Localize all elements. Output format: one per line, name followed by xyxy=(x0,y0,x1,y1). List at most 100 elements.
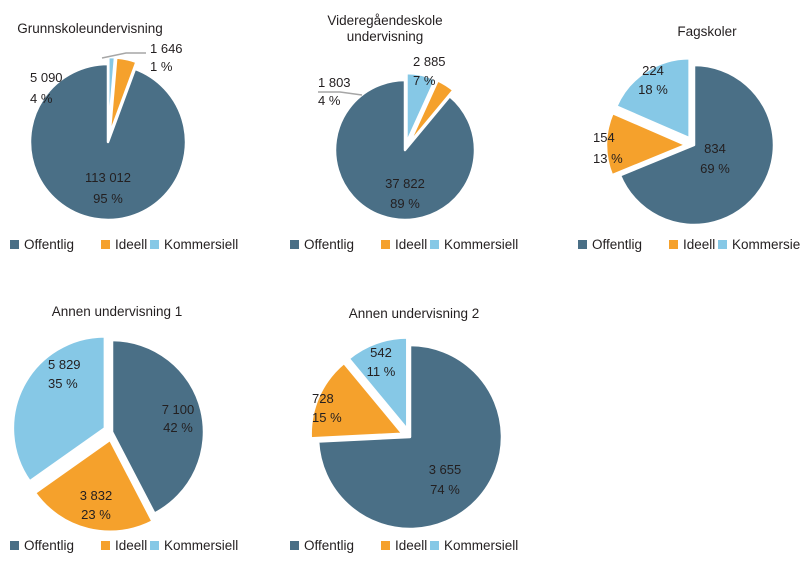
pie-slice-ideell xyxy=(309,361,404,440)
legend-label-kommersiell: Kommersiell xyxy=(164,237,238,252)
pie-slices xyxy=(309,336,504,531)
pie-chart-4: Annen undervisning 1 7 100 42 % 3 832 23 % 5 … xyxy=(10,304,238,553)
legend-swatch-ideell xyxy=(381,240,390,249)
legend-swatch-kommersiell xyxy=(430,240,439,249)
legend-swatch-ideell xyxy=(381,541,390,550)
leader-line xyxy=(101,52,146,59)
chart-title-line: Annen undervisning 1 xyxy=(52,304,183,319)
legend-label-ideell: Ideell xyxy=(683,237,715,252)
legend-swatch-offentlig xyxy=(290,240,299,249)
legend-label-offentlig: Offentlig xyxy=(24,538,74,553)
legend-swatch-kommersiell xyxy=(150,541,159,550)
chart-title: Videregåendeskole undervisning xyxy=(327,13,442,44)
chart-title-line: undervisning xyxy=(347,29,424,44)
data-label-percent: 95 % xyxy=(93,191,123,206)
chart-title: Annen undervisning 2 xyxy=(349,306,480,321)
legend-swatch-ideell xyxy=(101,541,110,550)
legend-label-offentlig: Offentlig xyxy=(592,237,642,252)
leader-line xyxy=(318,91,363,96)
legend-label-ideell: Ideell xyxy=(115,538,147,553)
pie-chart-1: Grunnskoleundervisning 113 012 95 % 5 090 4 … xyxy=(10,21,238,252)
pie-slices xyxy=(28,55,188,222)
pie-slice-ideell xyxy=(33,438,154,533)
data-label-percent: 1 % xyxy=(150,59,173,74)
pie-chart-2: Videregåendeskole undervisning 37 822 89 % 1… xyxy=(290,13,518,252)
data-label-value: 7 100 xyxy=(162,402,195,417)
legend: Offentlig Ideell Kommersiell xyxy=(578,237,800,252)
data-label-percent: 11 % xyxy=(367,364,396,379)
legend: Offentlig Ideell Kommersiell xyxy=(290,538,518,553)
data-label-value: 2 885 xyxy=(413,54,446,69)
data-label-value: 224 xyxy=(642,63,664,78)
data-label-percent: 42 % xyxy=(163,420,193,435)
data-label-value: 3 832 xyxy=(80,488,113,503)
data-label-percent: 4 % xyxy=(30,91,53,106)
pie-slice-ideell xyxy=(604,111,688,177)
legend-label-ideell: Ideell xyxy=(395,538,427,553)
data-label-value: 113 012 xyxy=(85,170,131,185)
legend-swatch-kommersiell xyxy=(430,541,439,550)
chart-title-line: Annen undervisning 2 xyxy=(349,306,480,321)
legend: Offentlig Ideell Kommersiell xyxy=(10,237,238,252)
pie-slice-kommersiell xyxy=(347,336,409,431)
data-label-value: 1 803 xyxy=(318,75,351,90)
legend-swatch-kommersiell xyxy=(718,240,727,249)
chart-title-line: Fagskoler xyxy=(677,24,737,39)
pie-slice-offentlig xyxy=(110,338,206,515)
legend-label-offentlig: Offentlig xyxy=(304,237,354,252)
pie-chart-5: Annen undervisning 2 3 655 74 % 728 15 % 542 1… xyxy=(290,306,518,553)
pie-slices xyxy=(333,71,477,222)
data-label-percent: 35 % xyxy=(48,376,78,391)
legend-swatch-ideell xyxy=(101,240,110,249)
data-label-value: 3 655 xyxy=(429,462,462,477)
pie-slices xyxy=(11,335,206,533)
legend-swatch-offentlig xyxy=(578,240,587,249)
chart-title: Fagskoler xyxy=(677,24,737,39)
legend-label-ideell: Ideell xyxy=(395,237,427,252)
pie-slices xyxy=(604,57,776,227)
data-label-percent: 69 % xyxy=(700,161,730,176)
data-label-percent: 13 % xyxy=(593,151,623,166)
chart-title-line: Grunnskoleundervisning xyxy=(17,21,163,36)
data-label-value: 5 090 xyxy=(30,70,63,85)
chart-title: Grunnskoleundervisning xyxy=(17,21,163,36)
pie-slice-offentlig xyxy=(618,63,776,227)
pie-slice-offentlig xyxy=(316,343,504,531)
pie-chart-3: Fagskoler 834 69 % 154 13 % 224 18 % Offentlig I… xyxy=(578,24,800,252)
legend-swatch-offentlig xyxy=(10,541,19,550)
data-label-value: 37 822 xyxy=(385,176,425,191)
data-label-percent: 23 % xyxy=(81,507,111,522)
data-label-percent: 74 % xyxy=(430,482,460,497)
legend-label-ideell: Ideell xyxy=(115,237,147,252)
legend-swatch-offentlig xyxy=(290,541,299,550)
legend-label-kommersiell: Kommersiell xyxy=(164,538,238,553)
pie-slice-kommersiell xyxy=(614,57,691,140)
legend-label-kommersiell: Kommersiell xyxy=(444,538,518,553)
pie-slice-offentlig xyxy=(333,78,477,222)
pie-slice-offentlig xyxy=(28,62,188,222)
data-label-value: 5 829 xyxy=(48,357,81,372)
data-label-percent: 18 % xyxy=(638,82,668,97)
legend-label-kommersiell: Kommersiell xyxy=(732,237,800,252)
data-label-percent: 7 % xyxy=(413,73,436,88)
pie-slice-ideell xyxy=(407,79,455,146)
data-label-value: 834 xyxy=(704,141,726,156)
legend-label-kommersiell: Kommersiell xyxy=(444,237,518,252)
data-label-value: 728 xyxy=(312,391,334,406)
chart-title-line: Videregåendeskole xyxy=(327,13,442,28)
legend-swatch-kommersiell xyxy=(150,240,159,249)
legend-swatch-ideell xyxy=(669,240,678,249)
data-label-value: 154 xyxy=(593,130,615,145)
data-label-percent: 4 % xyxy=(318,93,341,108)
data-label-percent: 89 % xyxy=(390,196,420,211)
data-label-value: 1 646 xyxy=(150,41,183,56)
legend-label-offentlig: Offentlig xyxy=(304,538,354,553)
data-label-value: 542 xyxy=(370,345,392,360)
legend: Offentlig Ideell Kommersiell xyxy=(290,237,518,252)
legend-swatch-offentlig xyxy=(10,240,19,249)
pie-slice-kommersiell xyxy=(11,335,107,483)
legend-label-offentlig: Offentlig xyxy=(24,237,74,252)
pie-slice-kommersiell xyxy=(405,71,437,145)
chart-title: Annen undervisning 1 xyxy=(52,304,183,319)
data-label-percent: 15 % xyxy=(312,410,342,425)
